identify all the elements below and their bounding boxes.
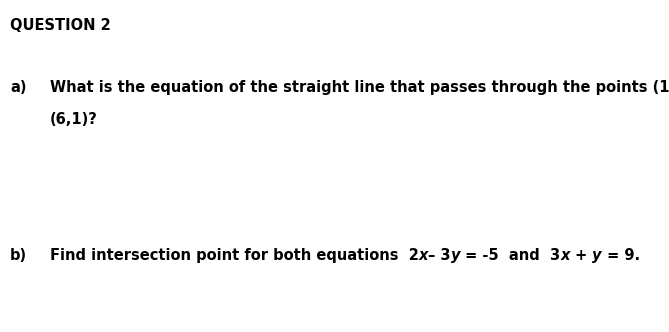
Text: What is the equation of the straight line that passes through the points (1,-4) : What is the equation of the straight lin…: [50, 80, 669, 95]
Text: QUESTION 2: QUESTION 2: [10, 18, 111, 33]
Text: = 9.: = 9.: [601, 248, 640, 263]
Text: y: y: [451, 248, 460, 263]
Text: x: x: [419, 248, 428, 263]
Text: = -5  and  3: = -5 and 3: [460, 248, 561, 263]
Text: x: x: [561, 248, 570, 263]
Text: – 3: – 3: [428, 248, 451, 263]
Text: (6,1)?: (6,1)?: [50, 112, 98, 127]
Text: y: y: [592, 248, 601, 263]
Text: Find intersection point for both equations  2: Find intersection point for both equatio…: [50, 248, 419, 263]
Text: b): b): [10, 248, 27, 263]
Text: a): a): [10, 80, 27, 95]
Text: +: +: [570, 248, 592, 263]
